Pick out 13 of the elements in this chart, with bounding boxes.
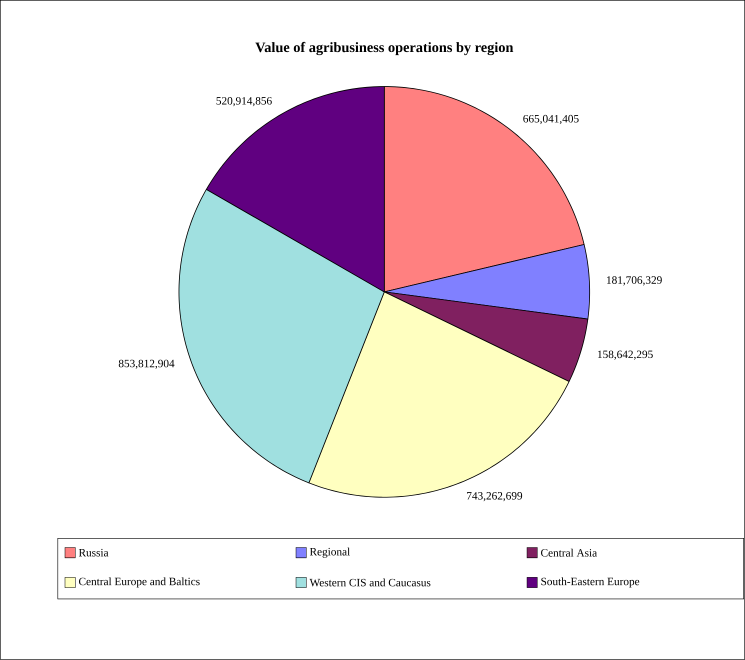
data-label: 520,914,856 bbox=[216, 97, 272, 106]
chart-title: Value of agribusiness operations by region bbox=[255, 42, 514, 56]
data-label: 665,041,405 bbox=[523, 115, 579, 124]
data-label: 158,642,295 bbox=[598, 350, 653, 360]
data-label: 743,262,699 bbox=[467, 492, 522, 502]
legend-label: Central Europe and Baltics bbox=[79, 577, 200, 588]
legend-label: South-Eastern Europe bbox=[541, 577, 640, 588]
legend-label: Western CIS and Caucasus bbox=[310, 578, 430, 587]
data-label: 181,706,329 bbox=[607, 276, 662, 286]
legend-label: Russia bbox=[78, 549, 108, 557]
legend-label: Regional bbox=[310, 548, 350, 558]
legend-label: Central Asia bbox=[541, 548, 597, 557]
data-label: 853,812,904 bbox=[118, 360, 174, 370]
